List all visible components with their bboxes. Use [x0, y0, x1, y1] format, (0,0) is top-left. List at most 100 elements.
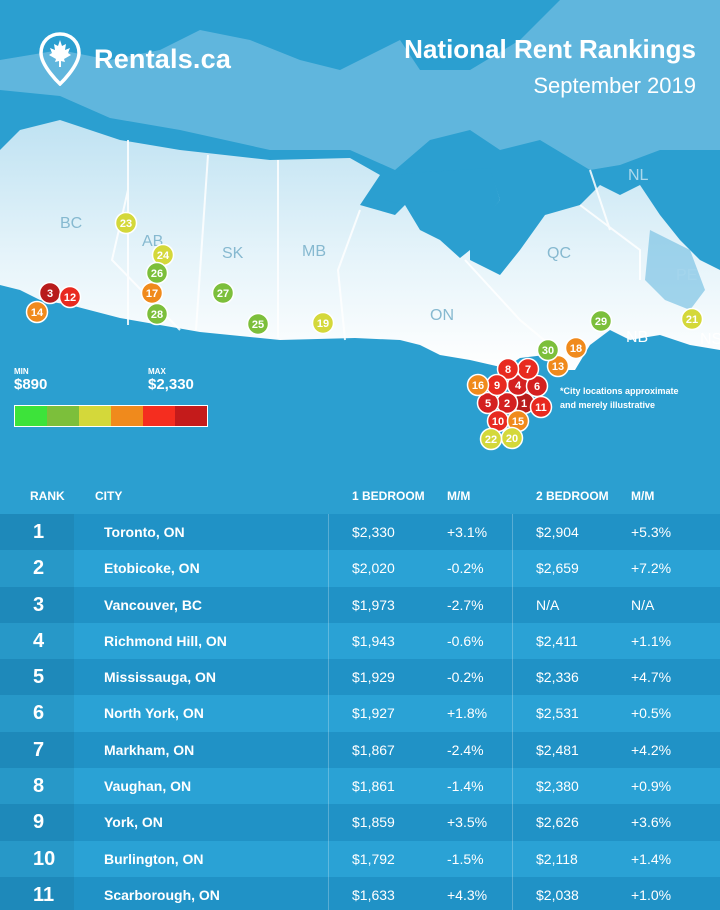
- row-2-bedroom-mm: +4.2%: [631, 741, 672, 758]
- table-row: 11 Scarborough, ON $1,633 +4.3% $2,038 +1.0%: [0, 876, 720, 910]
- column-divider: [328, 768, 329, 805]
- row-2-bedroom-mm: +1.4%: [631, 850, 672, 867]
- city-marker-17: 17: [140, 281, 164, 305]
- row-1-bedroom-mm: +1.8%: [447, 705, 488, 722]
- city-marker-24: 24: [151, 243, 175, 267]
- row-1-bedroom: $1,861: [352, 778, 395, 795]
- city-marker-dot: [311, 311, 335, 335]
- table-row: 4 Richmond Hill, ON $1,943 -0.6% $2,411 +1.1%: [0, 622, 720, 660]
- city-marker-11: 11: [529, 395, 553, 419]
- column-divider: [512, 768, 513, 805]
- city-marker-label: 18: [570, 343, 582, 355]
- city-marker-label: 17: [146, 288, 158, 300]
- row-2-bedroom-mm: +3.6%: [631, 814, 672, 831]
- legend-swatch: [111, 406, 143, 426]
- city-marker-27: 27: [211, 281, 235, 305]
- row-rank: 10: [33, 847, 56, 870]
- row-2-bedroom: $2,626: [536, 814, 579, 831]
- city-marker-25: 25: [246, 312, 270, 336]
- province-label-qc: QC: [547, 245, 571, 262]
- row-1-bedroom-mm: +3.1%: [447, 524, 488, 540]
- city-marker-dot: [145, 261, 169, 285]
- row-rank: 5: [33, 666, 45, 689]
- city-marker-label: 29: [595, 316, 607, 328]
- column-divider: [512, 695, 513, 732]
- city-marker-28: 28: [145, 302, 169, 326]
- column-header-mm-1: M/M: [447, 489, 471, 503]
- row-city: Richmond Hill, ON: [104, 632, 227, 649]
- row-city: North York, ON: [104, 705, 204, 722]
- column-header-city: CITY: [95, 489, 123, 503]
- row-2-bedroom: $2,118: [536, 850, 578, 867]
- rank-cell: [0, 768, 74, 805]
- row-rank: 2: [33, 557, 45, 580]
- city-marker-26: 26: [145, 261, 169, 285]
- row-2-bedroom-mm: N/A: [631, 596, 655, 613]
- column-divider: [512, 622, 513, 660]
- row-rank: 8: [33, 775, 45, 798]
- rank-cell: [0, 731, 74, 769]
- column-divider: [512, 659, 513, 696]
- column-divider: [328, 586, 329, 623]
- row-1-bedroom: $2,020: [352, 560, 395, 577]
- map-note-line1: *City locations approximate: [560, 386, 679, 396]
- row-2-bedroom-mm: +4.7%: [631, 669, 672, 686]
- row-2-bedroom: $2,336: [536, 669, 579, 686]
- legend-max: MAX $2,330: [148, 367, 194, 393]
- column-divider: [512, 731, 513, 769]
- row-1-bedroom-mm: +3.5%: [447, 814, 488, 831]
- table-row: 6 North York, ON $1,927 +1.8% $2,531 +0.5%: [0, 695, 720, 732]
- row-2-bedroom-mm: +5.3%: [631, 524, 672, 540]
- row-1-bedroom-mm: -1.4%: [447, 778, 484, 795]
- city-marker-label: 7: [525, 364, 531, 376]
- city-marker-label: 25: [252, 319, 264, 331]
- city-marker-9: 9: [485, 373, 509, 397]
- table-row: 3 Vancouver, BC $1,973 -2.7% N/A N/A: [0, 586, 720, 623]
- legend-min-value: $890: [14, 376, 48, 393]
- city-marker-20: 20: [500, 426, 524, 450]
- title-block: National Rent Rankings September 2019: [404, 34, 696, 99]
- city-marker-label: 21: [686, 314, 698, 326]
- rank-cell: [0, 586, 74, 623]
- chart-title: National Rent Rankings: [404, 34, 696, 64]
- row-rank: 3: [33, 593, 45, 616]
- legend-min: MIN $890: [14, 367, 47, 393]
- city-markers: 1234567891011121314151617181920212223242…: [25, 211, 704, 451]
- city-marker-29: 29: [589, 309, 613, 333]
- color-legend: MIN $890 MAX $2,330: [14, 367, 214, 431]
- column-divider: [328, 659, 329, 696]
- row-2-bedroom: $2,481: [536, 741, 579, 758]
- row-1-bedroom: $1,633: [352, 886, 395, 903]
- city-marker-dot: [145, 302, 169, 326]
- column-divider: [328, 695, 329, 732]
- map-note-line2: and merely illustrative: [560, 400, 656, 410]
- row-city: Burlington, ON: [104, 850, 204, 867]
- row-2-bedroom-mm: +7.2%: [631, 560, 672, 577]
- row-1-bedroom: $1,929: [352, 669, 395, 686]
- city-marker-19: 19: [311, 311, 335, 335]
- city-marker-18: 18: [564, 336, 588, 360]
- row-rank: 11: [33, 883, 55, 906]
- row-city: Etobicoke, ON: [104, 560, 200, 577]
- province-label-nl: NL: [628, 167, 649, 184]
- row-1-bedroom: $1,867: [352, 741, 395, 758]
- city-marker-label: 8: [505, 364, 511, 376]
- row-2-bedroom: $2,904: [536, 524, 579, 540]
- city-marker-label: 4: [515, 380, 522, 392]
- row-2-bedroom-mm: +0.9%: [631, 778, 672, 795]
- legend-swatch: [47, 406, 79, 426]
- city-marker-dot: [546, 354, 570, 378]
- row-1-bedroom: $2,330: [352, 524, 395, 540]
- row-rank: 4: [33, 629, 45, 652]
- city-marker-dot: [536, 338, 560, 362]
- legend-max-label: MAX: [148, 367, 166, 376]
- city-marker-label: 30: [542, 345, 554, 357]
- table-row: 5 Mississauga, ON $1,929 -0.2% $2,336 +4.7%: [0, 659, 720, 696]
- table-row: 1 Toronto, ON $2,330 +3.1% $2,904 +5.3%: [0, 514, 720, 551]
- row-2-bedroom-mm: +1.0%: [631, 886, 672, 903]
- legend-swatch: [175, 406, 207, 426]
- legend-swatch: [79, 406, 111, 426]
- legend-min-label: MIN: [14, 367, 29, 376]
- column-header-rank: RANK: [30, 489, 65, 503]
- row-rank: 9: [33, 811, 45, 834]
